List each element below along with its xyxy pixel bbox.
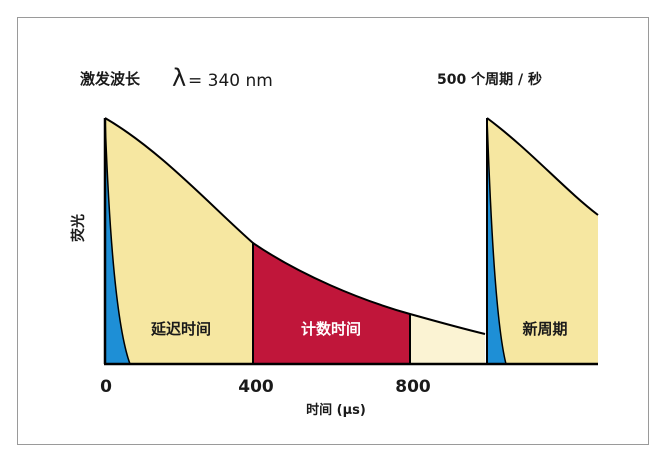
count-region bbox=[253, 243, 410, 364]
lambda-symbol: λ bbox=[172, 64, 186, 92]
excitation-pulse-1 bbox=[105, 118, 130, 364]
cycle-rate-label: 500 个周期 / 秒 bbox=[437, 71, 542, 88]
tail-region bbox=[410, 314, 485, 364]
delay-label: 延迟时间 bbox=[150, 320, 211, 338]
new-cycle-label: 新周期 bbox=[522, 320, 567, 338]
excitation-pulse-2 bbox=[487, 118, 506, 364]
x-tick-400: 400 bbox=[238, 377, 274, 397]
decay-curve-1 bbox=[104, 117, 486, 335]
decay-curve-2 bbox=[486, 117, 599, 216]
x-axis-label: 时间 (µs) bbox=[306, 402, 366, 418]
excitation-label: 激发波长 bbox=[80, 70, 141, 88]
outer-border bbox=[17, 17, 649, 445]
delay-region bbox=[105, 118, 253, 364]
y-axis-label: 荧光 bbox=[70, 214, 87, 242]
x-tick-0: 0 bbox=[100, 377, 112, 397]
count-label: 计数时间 bbox=[301, 320, 361, 338]
pulse-outline-1 bbox=[104, 117, 131, 365]
excitation-value: = 340 nm bbox=[188, 71, 273, 91]
x-tick-800: 800 bbox=[395, 377, 431, 397]
pulse-outline-2 bbox=[486, 117, 507, 365]
new-cycle-region bbox=[487, 118, 598, 364]
